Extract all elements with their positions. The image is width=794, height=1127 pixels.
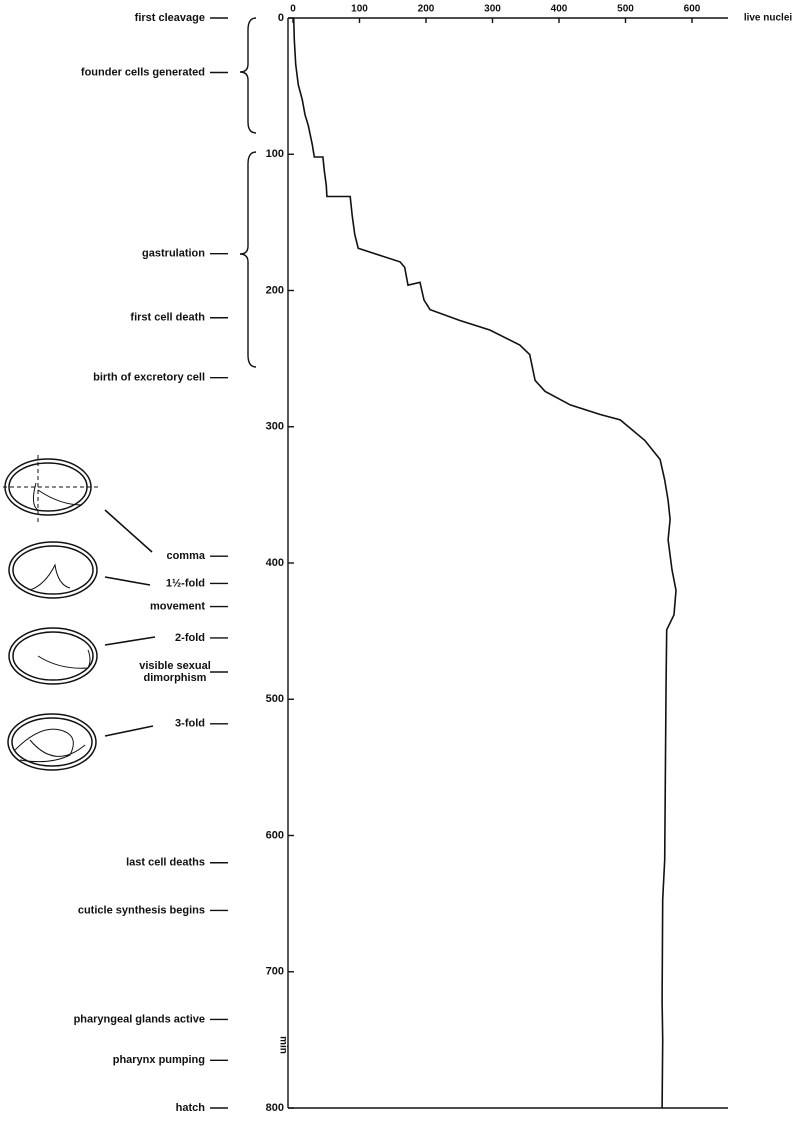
x-tick-label: 200 xyxy=(266,284,284,296)
annotation-label: visible sexual xyxy=(139,660,211,672)
annotation-label: last cell deaths xyxy=(126,857,205,869)
annotation-label: pharyngeal glands active xyxy=(74,1013,205,1025)
annotation-label: 1½-fold xyxy=(166,577,205,589)
annotation-label: founder cells generated xyxy=(81,66,205,78)
annotation-label: gastrulation xyxy=(142,248,205,260)
x-tick-label: 300 xyxy=(266,421,284,433)
nuclei-curve xyxy=(292,17,677,1109)
annotation-label: first cleavage xyxy=(135,12,205,24)
y-tick-label: 600 xyxy=(684,4,701,15)
y-tick-label: 400 xyxy=(551,4,568,15)
annotation-label: pharynx pumping xyxy=(113,1054,205,1066)
x-tick-label: 700 xyxy=(266,966,284,978)
annotation-label: 2-fold xyxy=(175,632,205,644)
annotation-label: dimorphism xyxy=(144,672,207,684)
embryo-3-fold xyxy=(7,713,154,771)
x-tick-label: 0 xyxy=(278,12,284,24)
x-tick-label: 100 xyxy=(266,148,284,160)
brace xyxy=(239,17,257,134)
x-tick-label: 800 xyxy=(266,1102,284,1114)
annotation-label: movement xyxy=(150,601,205,613)
y-tick-label: 0 xyxy=(290,4,296,15)
embryo-1-5-fold xyxy=(8,541,151,599)
x-axis-label: min xyxy=(277,1036,288,1054)
annotation-label: hatch xyxy=(176,1102,206,1114)
embryo-2-fold xyxy=(8,627,156,685)
x-tick-label: 400 xyxy=(266,557,284,569)
y-tick-label: 300 xyxy=(484,4,501,15)
annotation-label: cuticle synthesis begins xyxy=(78,904,205,916)
x-tick-label: 500 xyxy=(266,693,284,705)
x-tick-label: 600 xyxy=(266,829,284,841)
y-tick-label: 500 xyxy=(617,4,634,15)
y-tick-label: 100 xyxy=(351,4,368,15)
annotation-label: comma xyxy=(166,550,205,562)
annotation-label: first cell death xyxy=(130,312,205,324)
y-axis-label: live nuclei xyxy=(744,13,793,24)
annotation-label: birth of excretory cell xyxy=(93,372,205,384)
annotation-label: 3-fold xyxy=(175,718,205,730)
brace xyxy=(239,151,257,368)
y-tick-label: 200 xyxy=(418,4,435,15)
embryo-comma xyxy=(3,455,153,553)
